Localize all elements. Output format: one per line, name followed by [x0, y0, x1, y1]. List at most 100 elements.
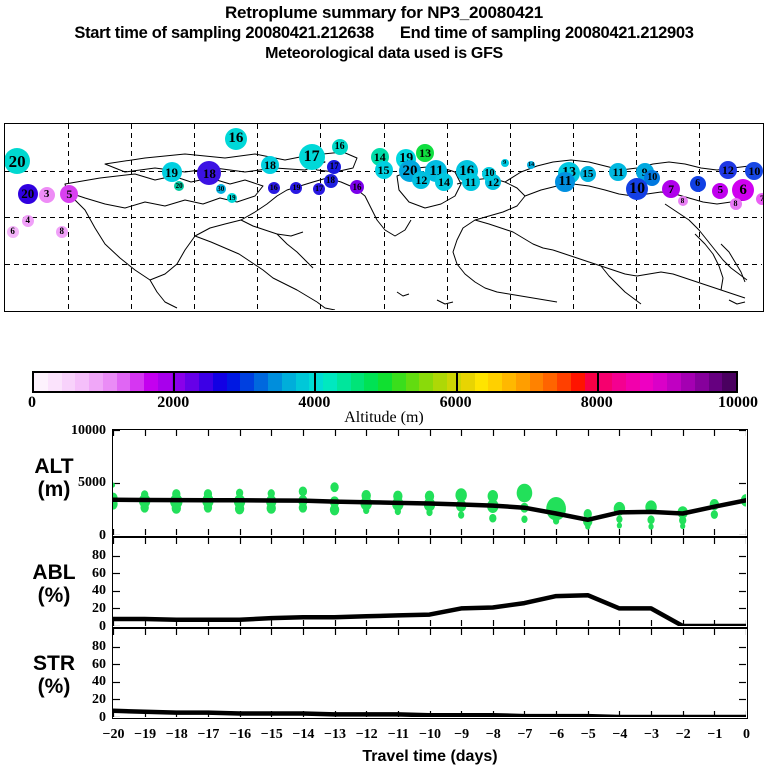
plume-marker: 14	[527, 160, 536, 169]
colorbar-divider	[455, 371, 458, 393]
y-tick-label: 5000	[78, 475, 106, 490]
alt-particle-bubble	[298, 486, 308, 497]
y-tick-label: 80	[92, 639, 106, 655]
plume-marker-label: 20	[175, 181, 183, 190]
plume-marker-label: 19	[165, 164, 179, 180]
colorbar-swatch	[419, 373, 434, 391]
plume-marker-label: 16	[334, 141, 345, 153]
alt-particle-bubble	[140, 502, 149, 513]
alt-label-line2: (m)	[37, 478, 71, 501]
alt-particle-bubble	[298, 502, 308, 513]
alt-particle-bubble	[489, 513, 497, 523]
plume-marker: 16	[331, 139, 348, 156]
alt-particle-bubble	[679, 515, 687, 525]
y-tick-label: 10000	[71, 422, 106, 438]
colorbar-swatch	[268, 373, 282, 391]
plume-marker-label: 14	[438, 174, 451, 189]
plume-marker-label: 8	[733, 198, 738, 208]
plume-marker: 10	[644, 169, 661, 186]
plume-marker: 10	[745, 162, 763, 181]
plume-marker: 8	[677, 196, 688, 207]
alt-plot-panel[interactable]	[112, 429, 748, 537]
plume-marker-label: 17	[329, 161, 339, 172]
plume-marker: 18	[323, 173, 338, 188]
colorbar-swatch	[75, 373, 90, 391]
plume-marker: 18	[197, 161, 222, 186]
abl-plot-svg	[113, 538, 746, 626]
plume-marker-label: 17	[315, 184, 324, 194]
plume-marker: 12	[412, 170, 431, 189]
y-tick-label: 40	[92, 583, 106, 599]
colorbar-swatch	[295, 373, 310, 391]
plume-marker: 15	[374, 160, 393, 179]
alt-axis-label: ALT (m)	[0, 455, 108, 501]
colorbar-divider	[596, 371, 599, 393]
altitude-colorbar[interactable]	[32, 371, 738, 393]
alt-particle-bubble	[521, 515, 528, 523]
colorbar-swatch	[226, 373, 241, 391]
x-tick-label: −2	[675, 727, 691, 742]
y-tick-label: 20	[92, 600, 106, 616]
colorbar-swatch	[378, 373, 392, 391]
colorbar-swatch	[350, 373, 365, 391]
colorbar-swatch	[130, 373, 145, 391]
y-tick-label: 60	[92, 565, 106, 581]
plume-marker-label: 8	[59, 226, 65, 237]
colorbar-tick-label: 4000	[298, 394, 331, 411]
plume-marker-label: 11	[464, 174, 477, 189]
plume-marker: 14	[435, 172, 454, 191]
plume-marker-label: 6	[10, 226, 15, 237]
plume-marker-label: 3	[43, 188, 50, 201]
alt-particle-bubble	[363, 506, 370, 515]
plume-marker-label: 11	[558, 173, 572, 189]
plume-marker: 11	[609, 163, 628, 182]
plume-marker: 18	[260, 155, 279, 174]
colorbar-swatch	[144, 373, 158, 391]
plume-marker-label: 10	[484, 168, 495, 180]
colorbar-swatch	[199, 373, 213, 391]
plume-marker: 16	[267, 182, 280, 195]
x-tick-label: −14	[292, 727, 315, 742]
colorbar-tick-label: 10000	[718, 394, 758, 411]
alt-particle-bubble	[203, 502, 213, 513]
colorbar-divider	[314, 371, 317, 393]
colorbar-swatch	[460, 373, 475, 391]
colorbar-swatch	[584, 373, 599, 391]
y-tick-label: 0	[99, 527, 106, 543]
plume-marker: 6	[6, 225, 19, 238]
colorbar-swatch	[667, 373, 681, 391]
plume-marker: 20	[5, 148, 31, 175]
plume-marker-label: 17	[303, 147, 320, 165]
alt-particle-bubble	[487, 489, 498, 503]
plume-marker: 7	[756, 193, 763, 206]
y-tick-label: 60	[92, 656, 106, 672]
x-tick-label: −9	[454, 727, 470, 742]
plume-marker-label: 14	[373, 150, 386, 165]
plume-marker-label: 12	[721, 162, 734, 177]
plume-marker: 8	[55, 225, 68, 238]
plume-marker: 8	[729, 197, 742, 210]
y-tick-label: 0	[99, 709, 106, 725]
alt-particle-bubble	[113, 482, 116, 488]
colorbar-swatch	[34, 373, 48, 391]
plume-marker-label: 7	[668, 182, 675, 197]
str-plot-panel[interactable]	[112, 628, 748, 719]
alt-particle-bubble	[426, 508, 433, 517]
alt-particle-bubble	[171, 502, 181, 514]
alt-particle-bubble	[647, 515, 655, 525]
str-label-line1: STR	[33, 652, 75, 675]
plume-marker: 11	[555, 171, 576, 192]
plume-marker-label: 12	[415, 172, 428, 187]
colorbar-tick-label: 6000	[439, 394, 472, 411]
abl-plot-panel[interactable]	[112, 537, 748, 628]
sampling-time-line: Start time of sampling 20080421.212638 En…	[0, 23, 768, 44]
colorbar-swatch	[185, 373, 200, 391]
x-tick-label: −11	[387, 727, 409, 742]
colorbar-swatch	[708, 373, 723, 391]
world-map-panel[interactable]: 20 19 18 17 18 17 16 20 3 5 4 6 8 20 19 16 14 13 19 15 20 11 1…	[4, 123, 764, 312]
colorbar-swatch	[102, 373, 117, 391]
plume-marker: 17	[327, 159, 342, 174]
plume-marker-label: 5	[66, 186, 73, 201]
plume-marker: 12	[718, 160, 737, 179]
colorbar-swatch	[722, 373, 737, 391]
